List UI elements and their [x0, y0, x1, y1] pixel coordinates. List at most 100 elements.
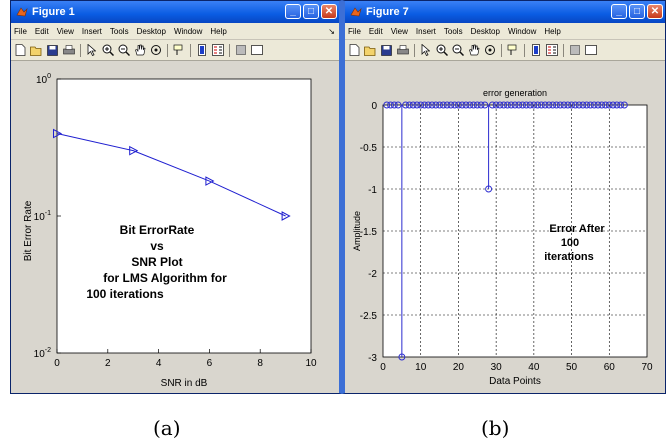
pan-hand-icon[interactable] [133, 44, 146, 57]
y-tick-label: 100 [36, 73, 51, 86]
y-tick-label: 10-2 [34, 347, 51, 360]
data-point [436, 101, 444, 109]
data-point [470, 101, 477, 109]
open-file-icon[interactable] [364, 44, 377, 57]
x-tick-label: 0 [54, 358, 60, 369]
menu-insert[interactable]: Insert [415, 26, 436, 36]
data-point [590, 101, 598, 109]
zoom-out-icon[interactable] [451, 44, 464, 57]
menu-bar: File Edit View Insert Tools Desktop Wind… [345, 23, 665, 40]
close-button[interactable]: ✕ [321, 4, 337, 19]
menu-insert[interactable]: Insert [81, 26, 102, 36]
hide-tools-icon[interactable] [234, 44, 247, 57]
pointer-icon[interactable] [85, 44, 98, 57]
rotate-3d-icon[interactable] [149, 44, 162, 57]
zoom-in-icon[interactable] [101, 44, 114, 57]
zoom-out-icon[interactable] [117, 44, 130, 57]
colorbar-icon[interactable] [529, 44, 542, 57]
menu-window[interactable]: Window [173, 26, 203, 36]
title-bar[interactable]: Figure 1 _ □ ✕ [11, 1, 339, 23]
data-point [383, 101, 391, 109]
print-icon[interactable] [62, 44, 75, 57]
maximize-button[interactable]: □ [629, 4, 645, 19]
figure-canvas: 100 10-1 10-2 0 2 4 6 8 10 SNR in dB Bit Error … [11, 61, 339, 393]
close-button[interactable]: ✕ [647, 4, 663, 19]
data-point [594, 101, 602, 109]
data-point [281, 211, 291, 221]
toolbar-separator [167, 43, 168, 57]
save-icon[interactable] [46, 44, 59, 57]
menu-view[interactable]: View [56, 26, 74, 36]
data-point [454, 101, 462, 109]
toolbar-separator [414, 43, 415, 57]
show-tools-icon[interactable] [250, 44, 263, 57]
pan-hand-icon[interactable] [467, 44, 480, 57]
data-point [496, 101, 504, 109]
menu-tools[interactable]: Tools [109, 26, 129, 36]
menu-edit[interactable]: Edit [368, 26, 383, 36]
rotate-3d-icon[interactable] [483, 44, 496, 57]
data-point [613, 101, 621, 109]
annotation-line: vs [150, 239, 164, 253]
toolbar-separator [80, 43, 81, 57]
menu-edit[interactable]: Edit [34, 26, 49, 36]
annotation-line: Error After [549, 223, 605, 235]
menu-help[interactable]: Help [210, 26, 227, 36]
minimize-button[interactable]: _ [285, 4, 301, 19]
data-point [553, 101, 560, 109]
data-point [556, 101, 564, 109]
data-cursor-icon[interactable] [172, 44, 185, 57]
window-title: Figure 7 [366, 6, 409, 18]
data-point [511, 101, 519, 109]
menu-help[interactable]: Help [544, 26, 561, 36]
data-point [541, 101, 549, 109]
x-axis-label: SNR in dB [161, 378, 208, 389]
data-point [485, 185, 493, 193]
colorbar-icon[interactable] [195, 44, 208, 57]
y-tick-label: -1 [368, 185, 377, 196]
legend-icon[interactable] [545, 44, 558, 57]
new-figure-icon[interactable] [14, 44, 27, 57]
data-point [560, 101, 568, 109]
open-file-icon[interactable] [30, 44, 43, 57]
figure-1-window: Figure 1 _ □ ✕ File Edit View Insert Too… [10, 0, 342, 394]
data-point [598, 101, 606, 109]
annotation-line: for LMS Algorithm for [103, 271, 227, 285]
menu-window[interactable]: Window [507, 26, 537, 36]
toolbar-separator [524, 43, 525, 57]
ber-vs-snr-chart: 100 10-1 10-2 0 2 4 6 8 10 SNR in dB Bit Error … [23, 73, 317, 389]
legend-icon[interactable] [211, 44, 224, 57]
data-point [421, 101, 428, 109]
menu-desktop[interactable]: Desktop [136, 26, 166, 36]
x-tick-label: 4 [156, 358, 162, 369]
figure-toolbar [345, 40, 665, 61]
menu-file[interactable]: File [348, 26, 361, 36]
data-point [417, 101, 425, 109]
data-point [439, 101, 447, 109]
menu-file[interactable]: File [14, 26, 27, 36]
show-tools-icon[interactable] [584, 44, 597, 57]
save-icon[interactable] [380, 44, 393, 57]
menu-view[interactable]: View [390, 26, 408, 36]
toolbar-separator [501, 43, 502, 57]
maximize-button[interactable]: □ [303, 4, 319, 19]
data-point [515, 101, 523, 109]
data-cursor-icon[interactable] [506, 44, 519, 57]
y-tick-label: 0 [371, 101, 377, 112]
data-point [398, 353, 406, 361]
pointer-icon[interactable] [419, 44, 432, 57]
minimize-button[interactable]: _ [611, 4, 627, 19]
zoom-in-icon[interactable] [435, 44, 448, 57]
x-tick-label: 8 [257, 358, 263, 369]
annotation-line: 100 [561, 237, 579, 249]
new-figure-icon[interactable] [348, 44, 361, 57]
plot-annotation: Error After 100 iterations [544, 223, 605, 263]
data-point [571, 101, 579, 109]
hide-tools-icon[interactable] [568, 44, 581, 57]
menu-desktop[interactable]: Desktop [470, 26, 500, 36]
print-icon[interactable] [396, 44, 409, 57]
dock-arrow-icon[interactable]: ↘ [328, 26, 335, 36]
menu-tools[interactable]: Tools [443, 26, 463, 36]
title-bar[interactable]: Figure 7 _ □ ✕ [345, 1, 665, 23]
caption-b: (b) [481, 416, 510, 440]
